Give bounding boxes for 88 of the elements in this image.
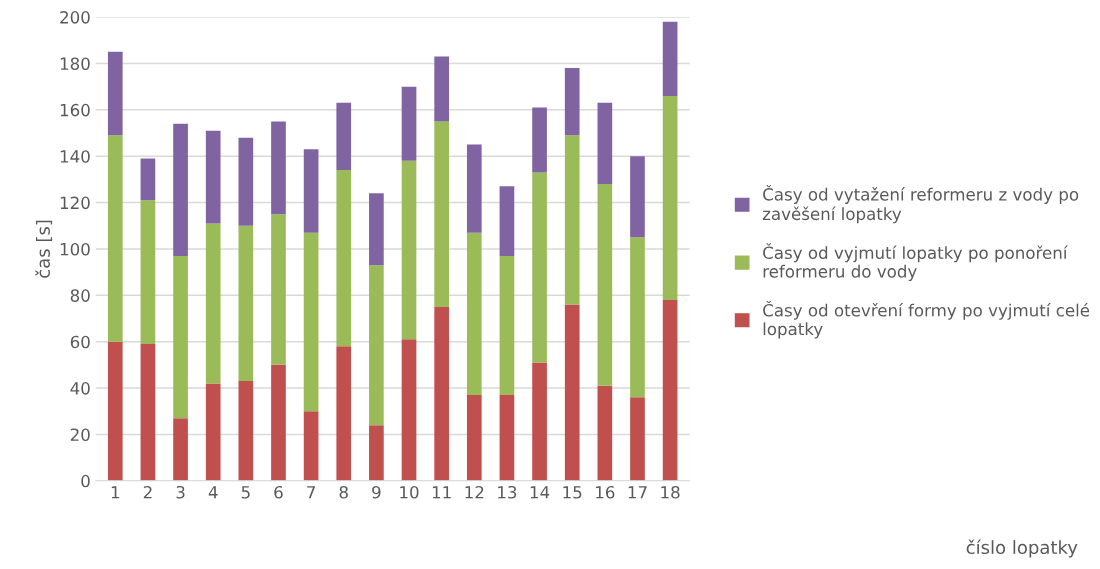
bar bbox=[532, 362, 547, 481]
y-tick-label: 160 bbox=[60, 103, 90, 117]
bar bbox=[140, 158, 156, 201]
bar bbox=[597, 102, 613, 185]
bar bbox=[499, 186, 515, 256]
bar bbox=[630, 156, 645, 238]
bar bbox=[205, 383, 221, 481]
y-tick-label: 200 bbox=[60, 11, 90, 24]
legend-label: Časy od vyjmutí lopatky po ponoření reformeru do vody bbox=[763, 243, 1068, 281]
y-tick-label: 40 bbox=[70, 382, 90, 395]
bar bbox=[662, 21, 678, 96]
text: číslo lopatky bbox=[966, 539, 1078, 558]
bar bbox=[499, 395, 515, 481]
bar bbox=[336, 170, 352, 347]
bar bbox=[271, 364, 286, 481]
bar bbox=[271, 214, 286, 365]
bar bbox=[369, 425, 384, 481]
bar bbox=[205, 223, 221, 384]
bar bbox=[662, 299, 678, 481]
bar bbox=[564, 68, 580, 136]
bar bbox=[140, 344, 156, 481]
y-tick-label: 60 bbox=[70, 335, 90, 349]
y-tick-label: 80 bbox=[70, 289, 90, 302]
x-tick-label: 1 bbox=[111, 486, 120, 499]
x-tick-label: 17 bbox=[628, 486, 647, 499]
bar bbox=[564, 304, 580, 481]
bar bbox=[303, 232, 319, 412]
bar bbox=[532, 107, 547, 173]
x-tick-label: 7 bbox=[307, 486, 315, 499]
bar bbox=[401, 339, 417, 481]
x-tick-label: 6 bbox=[274, 485, 283, 499]
bar bbox=[434, 56, 449, 122]
x-tick-label: 4 bbox=[208, 486, 218, 499]
bar bbox=[597, 385, 613, 481]
bar bbox=[173, 255, 188, 419]
y-tick-label: 140 bbox=[60, 150, 90, 163]
bar bbox=[238, 225, 254, 382]
bar bbox=[401, 86, 417, 161]
bar bbox=[434, 306, 449, 481]
legend-label: Časy od vytažení reformeru z vody po zavěšení lopatky bbox=[762, 184, 1079, 224]
x-tick-label: 15 bbox=[563, 486, 582, 499]
legend-label: Časy od otevření formy po vyjmutí celé lopatky bbox=[763, 300, 1090, 339]
bar bbox=[532, 172, 547, 363]
x-tick-label: 13 bbox=[498, 485, 517, 499]
bar bbox=[466, 395, 482, 481]
bar bbox=[369, 193, 384, 266]
x-tick-label: 5 bbox=[241, 486, 250, 499]
y-tick-label: 120 bbox=[60, 196, 90, 210]
bar bbox=[401, 160, 417, 340]
bar bbox=[499, 255, 515, 396]
bar bbox=[107, 135, 123, 342]
bar bbox=[173, 418, 188, 481]
x-tick-label: 18 bbox=[661, 485, 680, 499]
bar bbox=[107, 51, 123, 136]
x-tick-label: 3 bbox=[176, 485, 185, 499]
bar bbox=[140, 200, 156, 344]
bar bbox=[336, 346, 352, 481]
y-tick-label: 100 bbox=[60, 242, 90, 256]
x-tick-label: 14 bbox=[530, 486, 550, 499]
y-tick-label: 180 bbox=[60, 57, 90, 71]
bar bbox=[173, 123, 188, 256]
bar bbox=[434, 121, 449, 307]
x-tick-label: 2 bbox=[143, 485, 152, 499]
bar bbox=[238, 137, 254, 226]
y-tick-label: 20 bbox=[70, 428, 90, 441]
x-tick-label: 9 bbox=[372, 485, 381, 499]
bar bbox=[369, 265, 384, 426]
bar bbox=[107, 341, 123, 481]
bar bbox=[630, 237, 645, 398]
bar bbox=[662, 95, 678, 300]
bar bbox=[205, 130, 221, 224]
bar bbox=[238, 381, 254, 481]
x-tick-label: 12 bbox=[465, 485, 484, 499]
x-tick-label: 11 bbox=[432, 486, 451, 499]
x-tick-label: 10 bbox=[400, 485, 419, 499]
y-axis-title: čas [s] bbox=[35, 220, 53, 278]
bar bbox=[271, 121, 286, 215]
bar bbox=[336, 102, 352, 171]
y-tick-label: 0 bbox=[81, 474, 90, 488]
bar bbox=[564, 135, 580, 305]
bar bbox=[303, 411, 319, 481]
bar bbox=[597, 184, 613, 386]
bar bbox=[466, 232, 482, 396]
bar bbox=[466, 144, 482, 233]
x-tick-label: 16 bbox=[596, 485, 615, 499]
bar bbox=[303, 149, 319, 233]
x-tick-label: 8 bbox=[339, 485, 348, 499]
bar bbox=[630, 397, 645, 481]
